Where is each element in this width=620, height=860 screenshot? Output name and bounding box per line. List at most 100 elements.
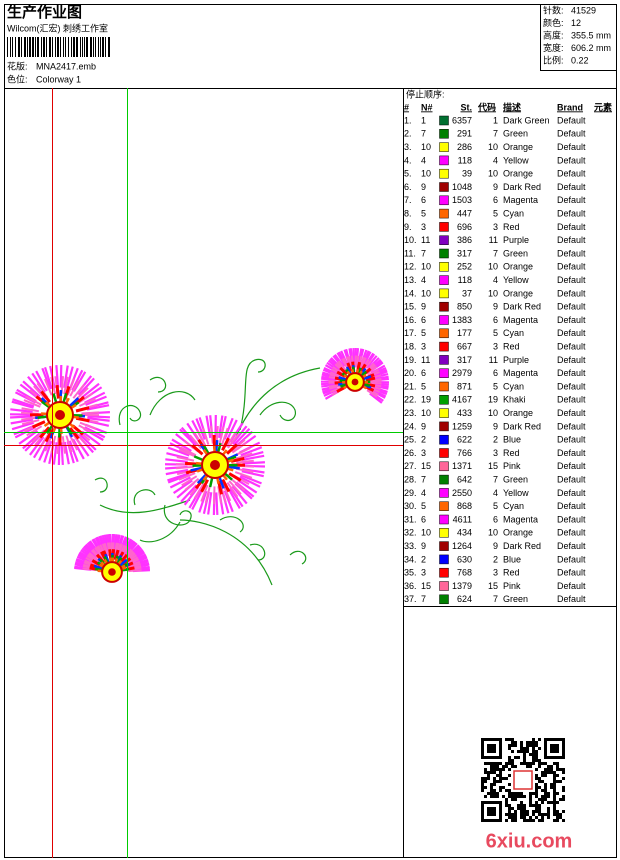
info-label: 比例: xyxy=(543,54,564,65)
description: Dark Red xyxy=(503,182,541,192)
qr-finder xyxy=(487,807,496,816)
qr-cell xyxy=(535,744,538,747)
qr-cell xyxy=(538,819,541,822)
qr-cell xyxy=(544,789,547,792)
petal xyxy=(228,480,242,495)
qr-cell xyxy=(490,765,493,768)
row-no: 8. xyxy=(404,208,412,218)
bar xyxy=(7,37,8,57)
qr-cell xyxy=(562,795,565,798)
description: Yellow xyxy=(503,275,529,285)
code: 9 xyxy=(493,421,498,431)
qr-cell xyxy=(523,810,526,813)
qr-cell xyxy=(493,789,496,792)
qr-cell xyxy=(520,795,523,798)
qr-cell xyxy=(511,744,514,747)
qr-cell xyxy=(502,765,505,768)
row-no: 2. xyxy=(404,129,412,139)
petal xyxy=(167,472,190,482)
needle: 11 xyxy=(421,235,430,245)
needle: 10 xyxy=(421,528,431,538)
color-swatch xyxy=(439,182,449,192)
qr-cell xyxy=(532,741,535,744)
petal xyxy=(329,371,342,378)
petal xyxy=(366,365,378,375)
qr-cell xyxy=(493,780,496,783)
qr-cell xyxy=(535,783,538,786)
stitches: 1371 xyxy=(452,461,472,471)
bar xyxy=(95,37,96,57)
qr-cell xyxy=(559,816,562,819)
color-swatch xyxy=(439,248,449,259)
petal xyxy=(196,474,207,485)
qr-cell xyxy=(562,789,565,792)
brand: Default xyxy=(557,541,586,551)
needle: 5 xyxy=(421,381,426,391)
qr-cell xyxy=(514,744,517,747)
qr-cell xyxy=(529,795,532,798)
qr-cell xyxy=(538,810,541,813)
qr-cell xyxy=(562,777,565,780)
qr-cell xyxy=(493,762,496,765)
qr-cell xyxy=(532,759,535,762)
petal xyxy=(87,415,110,419)
description: Magenta xyxy=(503,368,538,378)
petal xyxy=(63,376,69,395)
qr-cell xyxy=(484,795,487,798)
qr-cell xyxy=(511,762,514,765)
petal xyxy=(231,441,248,454)
qr-cell xyxy=(505,789,508,792)
code: 11 xyxy=(489,355,498,365)
petal xyxy=(10,408,33,413)
row-no: 7. xyxy=(404,195,412,205)
brand: Default xyxy=(557,129,586,139)
bar xyxy=(10,37,11,57)
info-value: 41529 xyxy=(571,5,596,15)
qr-cell xyxy=(535,786,538,789)
qr-cell xyxy=(544,798,547,801)
row-no: 10. xyxy=(404,235,417,245)
petal xyxy=(181,475,198,487)
petal xyxy=(176,456,195,462)
qr-cell xyxy=(508,768,511,771)
qr-cell xyxy=(514,816,517,819)
qr-cell xyxy=(559,780,562,783)
qr-cell xyxy=(562,798,565,801)
qr-cell xyxy=(526,741,529,744)
color-swatch xyxy=(439,567,449,578)
brand: Default xyxy=(557,155,586,165)
petal xyxy=(330,386,342,393)
qr-cell xyxy=(553,762,556,765)
code: 6 xyxy=(493,368,498,378)
petal xyxy=(360,357,367,370)
barcode xyxy=(7,37,110,57)
code: 10 xyxy=(488,408,498,418)
petal xyxy=(217,486,223,504)
petal xyxy=(237,479,258,494)
brand: Default xyxy=(557,554,586,564)
code: 5 xyxy=(493,328,498,338)
stitches: 386 xyxy=(457,235,472,245)
needle: 15 xyxy=(421,461,431,471)
petal xyxy=(363,375,372,381)
brand: Default xyxy=(557,355,586,365)
petal xyxy=(178,472,196,481)
brand: Default xyxy=(557,594,586,604)
brand: Default xyxy=(557,501,586,511)
petal xyxy=(69,397,80,407)
column-header: 代码 xyxy=(477,101,496,112)
qr-cell xyxy=(493,765,496,768)
qr-cell xyxy=(541,801,544,804)
qr-cell xyxy=(529,744,532,747)
color-swatch xyxy=(439,554,449,565)
petal xyxy=(23,399,41,408)
qr-cell xyxy=(529,765,532,768)
petal xyxy=(35,370,48,392)
info-label: 针数: xyxy=(543,4,564,15)
embroidery-design xyxy=(9,347,390,586)
row-no: 18. xyxy=(404,341,417,351)
qr-cell xyxy=(523,807,526,810)
row-no: 14. xyxy=(404,288,417,298)
petal xyxy=(218,477,225,489)
petal xyxy=(18,429,39,445)
